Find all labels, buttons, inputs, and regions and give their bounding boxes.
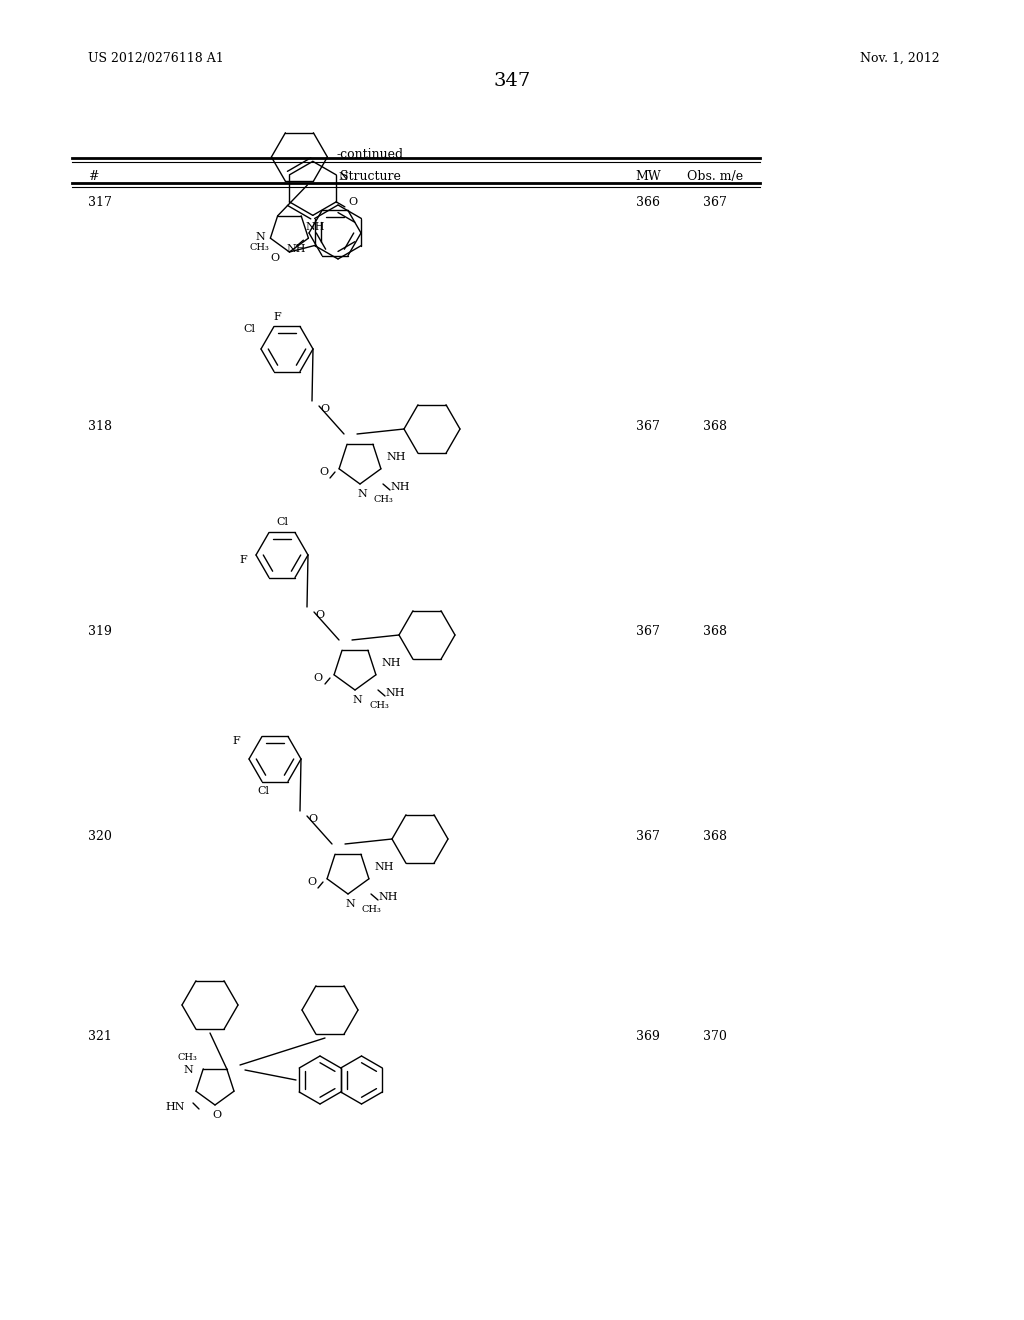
Text: -continued: -continued: [337, 148, 403, 161]
Text: Nov. 1, 2012: Nov. 1, 2012: [860, 51, 940, 65]
Text: O: O: [348, 197, 357, 207]
Text: 367: 367: [636, 420, 659, 433]
Text: MW: MW: [635, 170, 660, 183]
Text: 370: 370: [703, 1030, 727, 1043]
Text: 319: 319: [88, 624, 112, 638]
Text: NH: NH: [390, 482, 410, 492]
Text: 368: 368: [703, 830, 727, 843]
Text: 318: 318: [88, 420, 112, 433]
Text: 367: 367: [636, 830, 659, 843]
Text: 368: 368: [703, 420, 727, 433]
Text: O: O: [307, 876, 316, 887]
Text: N: N: [345, 899, 355, 909]
Text: N: N: [183, 1065, 193, 1074]
Text: NH: NH: [374, 862, 393, 873]
Text: US 2012/0276118 A1: US 2012/0276118 A1: [88, 51, 224, 65]
Text: N: N: [256, 232, 265, 242]
Text: Obs. m/e: Obs. m/e: [687, 170, 743, 183]
Text: 321: 321: [88, 1030, 112, 1043]
Text: O: O: [212, 1110, 221, 1119]
Text: O: O: [315, 610, 325, 620]
Text: 367: 367: [636, 624, 659, 638]
Text: 347: 347: [494, 73, 530, 90]
Text: N: N: [352, 696, 361, 705]
Text: CH₃: CH₃: [177, 1052, 197, 1061]
Text: CH₃: CH₃: [362, 906, 382, 915]
Text: CH₃: CH₃: [374, 495, 394, 504]
Text: F: F: [273, 312, 281, 322]
Text: F: F: [240, 554, 247, 565]
Text: NH: NH: [385, 688, 404, 698]
Text: NH: NH: [386, 451, 406, 462]
Text: O: O: [318, 467, 328, 477]
Text: Structure: Structure: [340, 170, 400, 183]
Text: NH: NH: [381, 657, 400, 668]
Text: 366: 366: [636, 195, 660, 209]
Text: HN: HN: [166, 1102, 185, 1111]
Text: CH₃: CH₃: [369, 701, 389, 710]
Text: NH: NH: [305, 222, 325, 232]
Text: 367: 367: [703, 195, 727, 209]
Text: O: O: [321, 404, 330, 414]
Text: NH: NH: [287, 243, 306, 253]
Text: 320: 320: [88, 830, 112, 843]
Text: #: #: [88, 170, 98, 183]
Text: F: F: [232, 737, 240, 746]
Text: 369: 369: [636, 1030, 659, 1043]
Text: Cl: Cl: [276, 517, 288, 527]
Text: O: O: [270, 253, 280, 263]
Text: Cl: Cl: [243, 323, 255, 334]
Text: NH: NH: [378, 892, 397, 902]
Text: N: N: [338, 172, 348, 182]
Text: CH₃: CH₃: [250, 243, 269, 252]
Text: N: N: [357, 488, 367, 499]
Text: O: O: [314, 673, 323, 682]
Text: 317: 317: [88, 195, 112, 209]
Text: 368: 368: [703, 624, 727, 638]
Text: Cl: Cl: [257, 785, 269, 796]
Text: O: O: [308, 814, 317, 824]
